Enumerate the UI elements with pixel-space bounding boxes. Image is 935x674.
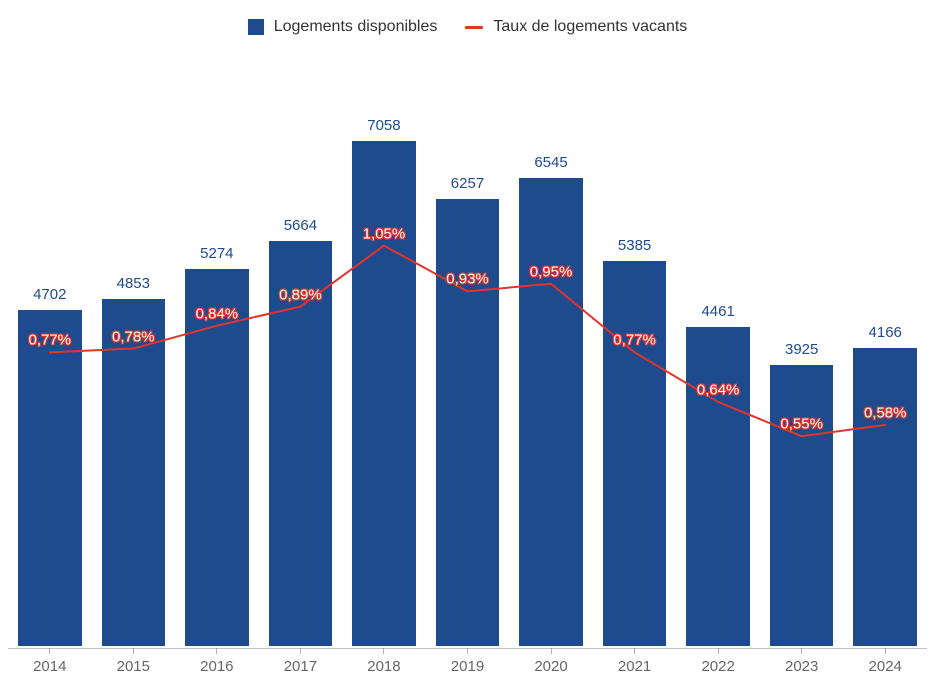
legend-label-line: Taux de logements vacants — [493, 18, 687, 36]
line-value-label: 0,93% — [446, 271, 489, 288]
chart-legend: Logements disponibles Taux de logements … — [0, 0, 935, 54]
line-value-label: 0,64% — [697, 382, 740, 399]
line-value-label: 0,58% — [864, 404, 907, 421]
legend-label-bars: Logements disponibles — [274, 18, 438, 36]
line-value-label: 0,78% — [112, 328, 155, 345]
line-series — [0, 54, 935, 674]
legend-item-line: Taux de logements vacants — [465, 18, 687, 36]
chart: 2014470220154853201652742017566420187058… — [0, 54, 935, 674]
line-value-label: 0,95% — [530, 263, 573, 280]
line-value-label: 0,77% — [28, 332, 71, 349]
legend-item-bars: Logements disponibles — [248, 18, 438, 36]
line-value-label: 0,89% — [279, 286, 322, 303]
line-value-label: 0,77% — [613, 332, 656, 349]
line-value-label: 1,05% — [363, 225, 406, 242]
legend-swatch-line — [465, 26, 483, 29]
legend-swatch-bars — [248, 19, 264, 35]
line-value-label: 0,55% — [780, 416, 823, 433]
line-value-label: 0,84% — [196, 305, 239, 322]
